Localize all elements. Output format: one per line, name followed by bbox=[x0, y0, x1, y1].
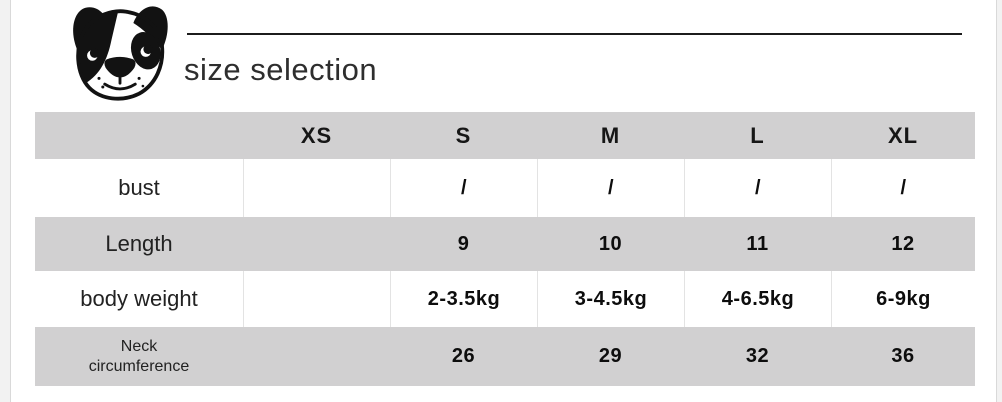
row-label: Neck circumference bbox=[88, 337, 190, 375]
size-value-cell: / bbox=[537, 159, 684, 217]
size-value-cell: 4-6.5kg bbox=[684, 271, 831, 327]
row-label: Length bbox=[105, 231, 173, 256]
table-header-row: XS S M L XL bbox=[35, 112, 975, 159]
table-row-neck-circumference: Neck circumference 26 29 32 36 bbox=[35, 327, 975, 386]
size-value-cell: 32 bbox=[745, 345, 770, 367]
row-label: body weight bbox=[80, 286, 198, 311]
size-value-cell: 10 bbox=[598, 232, 623, 255]
size-value-cell: 3-4.5kg bbox=[537, 271, 684, 327]
french-bulldog-face-icon bbox=[73, 6, 168, 101]
size-value-cell: 36 bbox=[891, 345, 915, 367]
size-value-cell: 11 bbox=[746, 232, 769, 255]
column-header-s: S bbox=[455, 122, 472, 148]
size-value-cell: / bbox=[684, 159, 831, 217]
column-header-xs: XS bbox=[300, 122, 333, 148]
brand-logo bbox=[57, 2, 183, 109]
size-value-cell bbox=[243, 327, 390, 386]
size-value-cell bbox=[243, 159, 390, 217]
size-value-cell: 6-9kg bbox=[831, 271, 975, 327]
size-value-cell: / bbox=[390, 159, 537, 217]
table-row-length: Length 9 10 11 12 bbox=[35, 217, 975, 271]
size-value-cell bbox=[243, 271, 390, 327]
size-value-cell: / bbox=[831, 159, 975, 217]
page-gutter-right bbox=[996, 0, 1002, 402]
page-gutter-left bbox=[0, 0, 11, 402]
row-label: bust bbox=[118, 175, 160, 200]
column-header-m: M bbox=[600, 122, 621, 148]
size-chart-table: XS S M L XL bust / / / / Length 9 10 11 … bbox=[35, 112, 975, 386]
size-value-cell: 2-3.5kg bbox=[390, 271, 537, 327]
size-value-cell: 12 bbox=[891, 232, 915, 255]
column-header-xl: XL bbox=[887, 122, 919, 148]
size-value-cell: 9 bbox=[457, 232, 470, 255]
table-row-bust: bust / / / / bbox=[35, 159, 975, 217]
size-value-cell: 29 bbox=[598, 345, 623, 367]
column-header-l: L bbox=[750, 122, 765, 148]
size-value-cell: 26 bbox=[451, 345, 476, 367]
page-title: size selection bbox=[184, 52, 378, 87]
column-header-blank bbox=[35, 112, 243, 159]
table-row-body-weight: body weight 2-3.5kg 3-4.5kg 4-6.5kg 6-9k… bbox=[35, 271, 975, 327]
size-value-cell bbox=[243, 217, 390, 271]
title-rule bbox=[187, 33, 962, 35]
